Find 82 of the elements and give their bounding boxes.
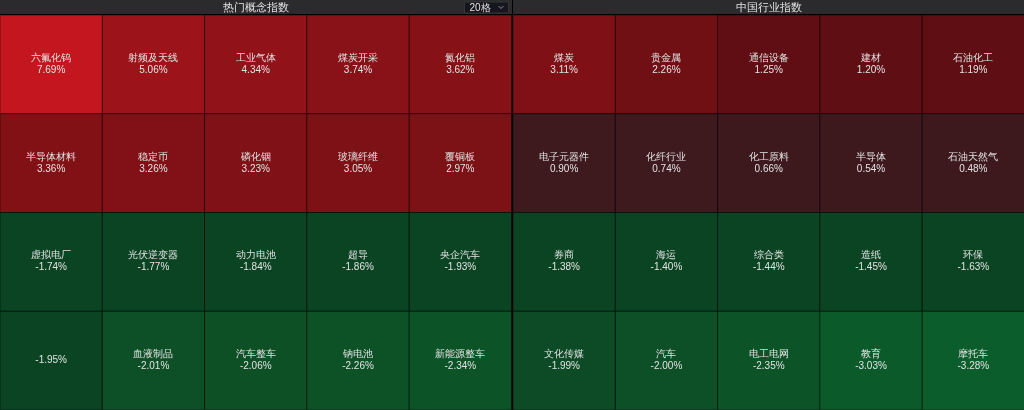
category-label: 钠电池 — [342, 348, 374, 360]
category-label: 磷化铟 — [239, 150, 271, 162]
category-label: 造纸 — [860, 249, 881, 261]
category-label: 血液制品 — [133, 348, 174, 360]
data-label: -1.95% — [35, 354, 68, 366]
category-label: 汽车整车 — [235, 348, 276, 360]
category-label: 动力电池 — [235, 249, 276, 261]
category-label: 央企汽车 — [440, 249, 481, 261]
data-label: -1.44% — [752, 261, 785, 273]
category-label: 半导体 — [855, 150, 886, 162]
data-label: 3.05% — [343, 162, 373, 174]
category-label: 煤炭 — [553, 51, 574, 63]
category-label: 虚拟电厂 — [31, 249, 72, 261]
data-label: -2.35% — [752, 360, 785, 372]
category-label: 教育 — [860, 348, 881, 360]
category-label: 化工原料 — [748, 150, 789, 162]
category-label: 通信设备 — [748, 51, 789, 63]
data-label: -2.26% — [342, 360, 374, 372]
data-label: -2.06% — [239, 360, 272, 372]
data-label: -2.01% — [137, 360, 170, 372]
data-label: 1.19% — [958, 63, 988, 75]
data-label: 3.62% — [446, 63, 475, 75]
data-label: 0.90% — [549, 162, 578, 174]
data-label: 0.74% — [651, 162, 681, 174]
category-label: 半导体材料 — [26, 150, 77, 162]
data-label: -1.63% — [957, 261, 989, 273]
data-label: -3.03% — [854, 360, 887, 372]
category-label: 建材 — [859, 51, 881, 63]
category-label: 氮化铝 — [445, 51, 476, 63]
category-label: 文化传媒 — [543, 348, 584, 360]
data-label: 0.54% — [856, 162, 885, 174]
data-label: 4.34% — [241, 63, 271, 75]
category-label: 化纤行业 — [645, 150, 686, 162]
category-label: 石油化工 — [952, 51, 993, 63]
category-label: 石油天然气 — [947, 150, 998, 162]
category-label: 煤炭开采 — [338, 51, 379, 63]
category-label: 覆铜板 — [445, 150, 476, 162]
category-label: 新能源整车 — [435, 348, 486, 360]
category-label: 六氟化钨 — [31, 51, 72, 63]
data-label: -2.34% — [444, 360, 477, 372]
category-label: 工业气体 — [235, 51, 276, 63]
text: 中国行业指数 — [735, 1, 802, 13]
data-label: 3.23% — [241, 162, 271, 174]
category-label: 电子元器件 — [538, 150, 589, 162]
data-label: -1.86% — [342, 261, 374, 273]
data-label: 0.66% — [754, 162, 783, 174]
category-label: 海运 — [655, 249, 676, 261]
data-label: 3.26% — [139, 162, 168, 174]
data-label: 1.20% — [856, 63, 885, 75]
data-label: -1.84% — [239, 261, 272, 273]
category-label: 综合类 — [753, 249, 784, 261]
category-label: 摩托车 — [957, 348, 988, 360]
text: 20格 — [469, 2, 491, 14]
category-label: 贵金属 — [650, 51, 681, 63]
data-label: -1.99% — [547, 360, 580, 372]
data-label: 3.74% — [343, 63, 373, 75]
data-label: -1.77% — [137, 261, 170, 273]
data-label: 2.97% — [446, 162, 475, 174]
data-label: 3.11% — [549, 63, 578, 75]
data-label: 0.48% — [958, 162, 988, 174]
data-label: -2.00% — [650, 360, 682, 372]
category-label: 超导 — [348, 249, 369, 261]
category-label: 玻璃纤维 — [338, 150, 379, 162]
data-label: -1.45% — [854, 261, 887, 273]
data-label: -1.40% — [650, 261, 682, 273]
data-label: -3.28% — [957, 360, 989, 372]
category-label: 射频及天线 — [128, 51, 179, 63]
data-label: 1.25% — [754, 63, 783, 75]
data-label: -1.38% — [547, 261, 580, 273]
category-label: 环保 — [962, 249, 983, 261]
category-label: 汽车 — [655, 348, 676, 360]
data-label: -1.93% — [444, 261, 477, 273]
category-label: 稳定币 — [138, 150, 169, 162]
data-label: 7.69% — [36, 63, 66, 75]
data-label: -1.74% — [35, 261, 68, 273]
data-label: 5.06% — [139, 63, 168, 75]
category-label: 券商 — [553, 249, 574, 261]
data-label: 3.36% — [36, 162, 66, 174]
category-label: 光伏逆变器 — [128, 249, 179, 261]
text: 热门概念指数 — [222, 1, 289, 13]
data-label: 2.26% — [651, 63, 681, 75]
category-label: 电工电网 — [748, 348, 789, 360]
